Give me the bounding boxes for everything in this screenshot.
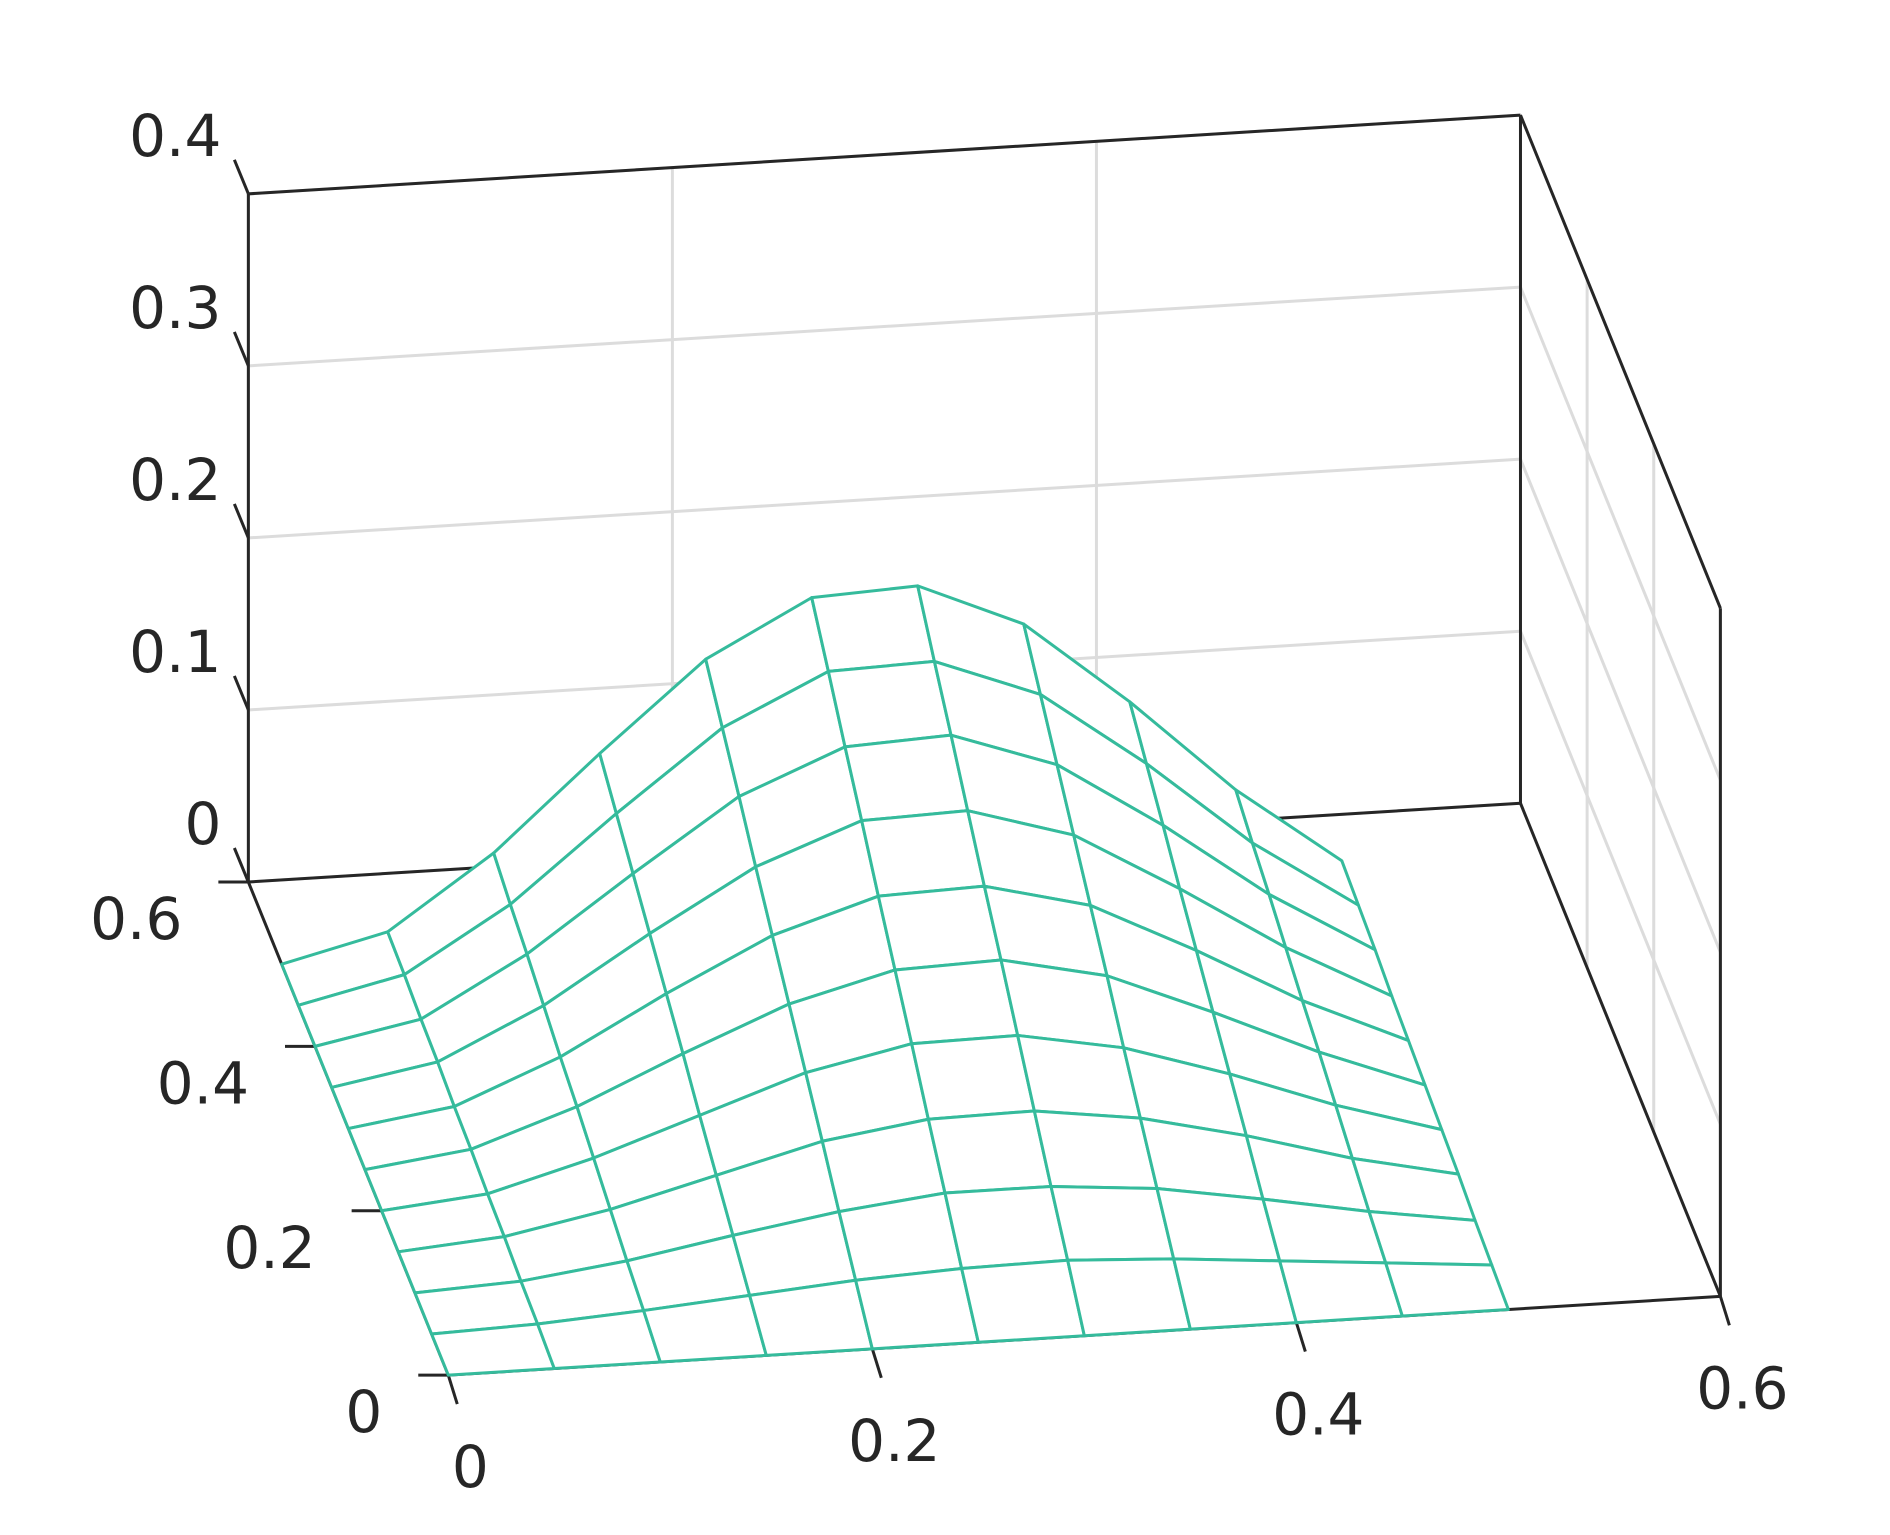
z-tick xyxy=(232,503,250,539)
mesh-cell xyxy=(1172,1257,1298,1331)
mesh-cell xyxy=(1384,1261,1510,1318)
y-tick-label: 0.4 xyxy=(157,1049,249,1117)
mesh-cell xyxy=(1016,1033,1142,1120)
mesh-cell xyxy=(748,1278,874,1357)
x-tick-label: 0.4 xyxy=(1272,1381,1364,1449)
z-tick-label: 0.1 xyxy=(129,618,221,686)
mesh-cell xyxy=(1066,1257,1192,1338)
mesh-cell xyxy=(910,1033,1036,1121)
z-tick-label: 0 xyxy=(184,790,221,858)
z-tick xyxy=(232,675,250,711)
mesh-cell xyxy=(876,884,1003,972)
mesh-cell xyxy=(1032,1109,1159,1190)
mesh-cell xyxy=(1367,1209,1494,1267)
mesh-cell xyxy=(1155,1186,1282,1263)
mesh-cell xyxy=(926,1109,1053,1195)
grid-line xyxy=(248,285,1521,368)
mesh-cell xyxy=(1049,1184,1176,1262)
axis-line xyxy=(248,113,1521,196)
axis-line xyxy=(1519,802,1722,1297)
grid-line xyxy=(1519,286,1722,781)
mesh-cell xyxy=(1278,1259,1404,1325)
z-tick xyxy=(232,331,250,367)
mesh-cell xyxy=(810,584,936,673)
mesh-cell xyxy=(960,1258,1086,1344)
mesh-cell xyxy=(430,1322,556,1377)
x-tick-label: 0 xyxy=(452,1433,489,1501)
grid-line xyxy=(1519,458,1722,953)
x-tick xyxy=(446,1374,459,1405)
z-tick-label: 0.2 xyxy=(129,446,221,514)
y-tick-label: 0.2 xyxy=(223,1214,315,1282)
mesh-cell xyxy=(893,958,1020,1046)
grid-line xyxy=(1519,630,1722,1125)
y-tick-label: 0 xyxy=(345,1378,382,1446)
mesh-cell xyxy=(860,809,986,898)
x-tick xyxy=(1294,1322,1307,1353)
x-tick xyxy=(1718,1295,1731,1326)
x-tick xyxy=(870,1348,883,1379)
axis-line xyxy=(1519,114,1722,609)
x-tick-label: 0.6 xyxy=(1696,1354,1788,1422)
mesh-cell xyxy=(854,1267,980,1351)
grid-line xyxy=(248,457,1521,540)
mesh-cell xyxy=(843,733,970,823)
x-tick-label: 0.2 xyxy=(848,1407,940,1475)
mesh-cell xyxy=(826,659,953,749)
mesh-cell xyxy=(943,1184,1070,1271)
z-tick-label: 0.3 xyxy=(129,274,221,342)
y-tick-label: 0.6 xyxy=(90,885,182,953)
z-tick xyxy=(232,847,250,883)
z-tick xyxy=(232,159,250,195)
z-tick-label: 0.4 xyxy=(129,102,221,170)
